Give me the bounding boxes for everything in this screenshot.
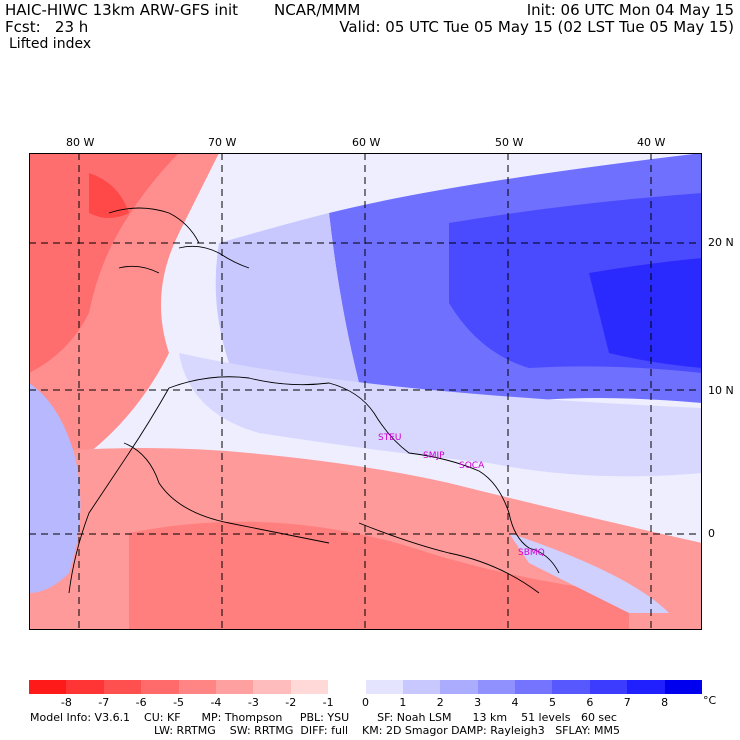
colorbar-tick-label: 7 — [623, 696, 631, 709]
colorbar-unit: °C — [703, 694, 717, 707]
colorbar — [29, 680, 703, 694]
colorbar-swatch — [365, 680, 404, 694]
colorbar-tick-label: -7 — [98, 696, 110, 709]
lon-label-50w: 50 W — [495, 136, 524, 149]
field-name: Lifted index — [9, 36, 92, 52]
colorbar-tick-label: -1 — [322, 696, 334, 709]
colorbar-swatch — [215, 680, 254, 694]
colorbar-tick-label: 0 — [362, 696, 369, 709]
station-label-steu: STEU — [378, 433, 402, 443]
colorbar-swatch — [29, 680, 67, 694]
colorbar-swatch — [141, 680, 180, 694]
colorbar-tick-label: 1 — [399, 696, 407, 709]
colorbar-swatch — [290, 680, 329, 694]
colorbar-swatch — [178, 680, 217, 694]
field-pacific-blue — [29, 383, 81, 593]
colorbar-swatch — [328, 680, 366, 694]
colorbar-swatch — [627, 680, 666, 694]
colorbar-swatch — [66, 680, 105, 694]
colorbar-tick-label: 8 — [661, 696, 669, 709]
field-amazon-mouth — [509, 533, 669, 613]
colorbar-tick-label: 3 — [474, 696, 482, 709]
colorbar-swatch — [440, 680, 479, 694]
lat-label-20n: 20 N — [708, 236, 734, 249]
colorbar-swatch — [253, 680, 292, 694]
station-label-sbmq: SBMQ — [518, 548, 545, 558]
field-unstable-core — [29, 153, 179, 373]
station-label-smjp: SMJP — [423, 451, 445, 461]
colorbar-tick-label: -6 — [135, 696, 147, 709]
field-mid-band — [215, 213, 359, 383]
station-label-soca: SOCA — [459, 461, 485, 471]
lat-lon-grid — [29, 153, 702, 630]
field-pale-band — [179, 353, 702, 477]
colorbar-swatch — [103, 680, 142, 694]
map-canvas — [29, 153, 702, 630]
lat-label-0: 0 — [708, 527, 715, 540]
colorbar-swatch — [402, 680, 441, 694]
map-frame — [29, 153, 702, 630]
colorbar-swatch — [664, 680, 703, 694]
colorbar-tick-label: -2 — [285, 696, 297, 709]
colorbar-tick-label: 2 — [436, 696, 444, 709]
model-title: HAIC-HIWC 13km ARW-GFS init — [5, 1, 239, 19]
field-unstable-south-core — [129, 521, 629, 630]
model-info-line2: LW: RRTMG SW: RRTMG DIFF: full KM: 2D Sm… — [154, 724, 620, 737]
field-stable-max — [589, 258, 702, 368]
lat-label-10n: 10 N — [708, 384, 734, 397]
colorbar-swatch — [477, 680, 516, 694]
colorbar-tick-label: -5 — [173, 696, 185, 709]
colorbar-tick-label: -4 — [210, 696, 222, 709]
colorbar-tick-label: -3 — [247, 696, 259, 709]
valid-time: Valid: 05 UTC Tue 05 May 15 (02 LST Tue … — [339, 18, 734, 36]
colorbar-swatch — [552, 680, 591, 694]
model-info-line1: Model Info: V3.6.1 CU: KF MP: Thompson P… — [30, 711, 617, 724]
lifted-index-map — [29, 153, 702, 630]
lon-label-70w: 70 W — [208, 136, 237, 149]
colorbar-tick-label: 4 — [511, 696, 519, 709]
forecast-hour: Fcst: 23 h — [5, 18, 89, 36]
colorbar-tick-label: 5 — [548, 696, 556, 709]
lon-label-80w: 80 W — [66, 136, 95, 149]
colorbar-swatch — [515, 680, 553, 694]
colorbar-tick-label: 6 — [586, 696, 594, 709]
init-time: Init: 06 UTC Mon 04 May 15 — [526, 1, 734, 19]
colorbar-tick-label: -8 — [60, 696, 72, 709]
colorbar-swatch — [589, 680, 628, 694]
field-unstable-max — [89, 173, 129, 218]
lon-label-40w: 40 W — [637, 136, 666, 149]
lon-label-60w: 60 W — [352, 136, 381, 149]
coastlines — [68, 207, 560, 594]
org-label: NCAR/MMM — [274, 1, 361, 19]
